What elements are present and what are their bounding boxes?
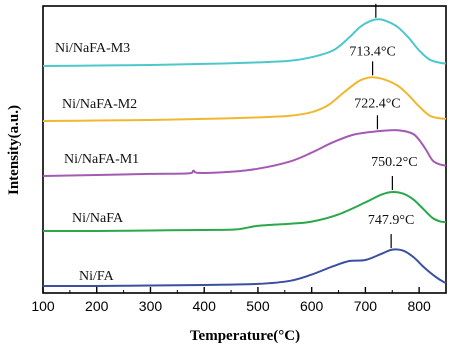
series-name-label: Ni/NaFA-M1 xyxy=(64,152,139,167)
series-line-4 xyxy=(42,248,447,288)
peak-temperature-label: 747.9°C xyxy=(368,213,414,228)
x-tick-label: 600 xyxy=(300,298,324,314)
x-tick-label: 100 xyxy=(31,298,55,314)
series-name-label: Ni/NaFA-M3 xyxy=(55,41,130,56)
x-tick-label: 700 xyxy=(354,298,378,314)
x-tick-label: 800 xyxy=(407,298,431,314)
x-tick-label: 300 xyxy=(139,298,163,314)
series-line-0 xyxy=(42,18,447,67)
series-line-3 xyxy=(42,190,447,233)
x-tick-label: 500 xyxy=(246,298,270,314)
series-line-2 xyxy=(42,129,447,177)
axes-layer: 100 200 300 400 500 600 700 800 xyxy=(31,287,431,314)
plot-border xyxy=(42,5,447,294)
x-tick-label: 200 xyxy=(85,298,109,314)
series-name-label: Ni/NaFA-M2 xyxy=(62,97,137,112)
peak-temperature-label: 722.4°C xyxy=(354,96,400,111)
x-axis-title: Temperature(°C) xyxy=(190,328,300,344)
x-tick-label: 400 xyxy=(193,298,217,314)
plot-frame xyxy=(42,5,447,294)
series-line-1 xyxy=(42,76,447,122)
labels-layer: Ni/NaFA-M3 719.4°C Ni/NaFA-M2 713.4°C Ni/NaF… xyxy=(55,0,418,284)
peak-temperature-label: 750.2°C xyxy=(371,155,417,170)
peak-temperature-label: 719.4°C xyxy=(335,0,381,2)
series-name-label: Ni/NaFA xyxy=(72,211,124,226)
series-layer xyxy=(42,18,447,288)
y-axis-title: Intensity(a.u.) xyxy=(6,105,22,195)
series-name-label: Ni/FA xyxy=(79,269,115,284)
peak-temperature-label: 713.4°C xyxy=(349,44,395,59)
